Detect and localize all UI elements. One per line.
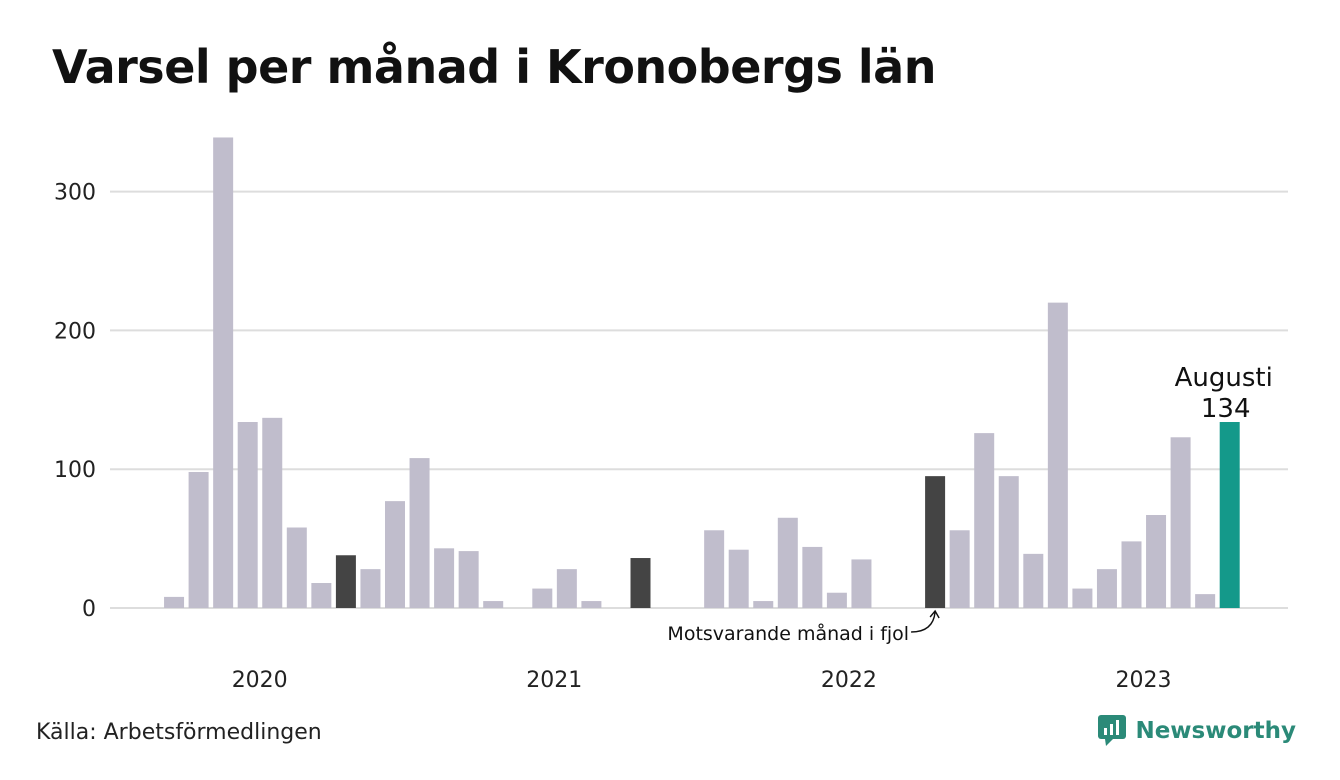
bar xyxy=(581,601,602,608)
y-tick-label: 0 xyxy=(82,597,96,622)
bar xyxy=(1146,515,1167,608)
bar xyxy=(385,501,405,608)
bar xyxy=(188,471,209,608)
bar xyxy=(409,458,430,608)
source-note: Källa: Arbetsförmedlingen xyxy=(36,720,322,745)
previous-year-annotation: Motsvarande månad i fjol xyxy=(667,622,909,645)
bar xyxy=(949,530,970,608)
bar-current-month xyxy=(1219,422,1240,608)
bar xyxy=(237,422,258,608)
bar xyxy=(974,433,995,608)
bar-previous-year xyxy=(630,558,651,608)
bar xyxy=(998,476,1019,608)
bar xyxy=(1096,569,1117,608)
y-tick-label: 200 xyxy=(54,319,96,344)
bar xyxy=(802,546,823,608)
bar xyxy=(826,592,847,608)
chart-title: Varsel per månad i Kronobergs län xyxy=(52,40,936,94)
bar xyxy=(1121,541,1142,608)
annotation-arrow-icon xyxy=(911,609,940,633)
bar xyxy=(434,548,455,608)
bar xyxy=(1023,553,1044,608)
bar xyxy=(704,530,725,608)
y-axis-tick-labels: 0 100 200 300 xyxy=(54,181,96,622)
bar xyxy=(728,549,749,608)
annotations: Motsvarande månad i fjol Augusti 134 xyxy=(667,363,1272,645)
bar xyxy=(1072,588,1093,608)
bar xyxy=(164,596,185,608)
bar-previous-year xyxy=(925,476,946,608)
bar xyxy=(1170,437,1191,608)
bar xyxy=(286,527,307,608)
gridlines xyxy=(110,190,1288,609)
bar xyxy=(311,583,332,608)
x-year-label: 2022 xyxy=(821,668,877,693)
brand-name: Newsworthy xyxy=(1135,718,1296,744)
brand-logo[interactable]: Newsworthy xyxy=(1097,714,1296,748)
bar xyxy=(1047,302,1068,608)
bar xyxy=(360,569,381,608)
bar xyxy=(458,551,479,608)
bar xyxy=(483,601,504,608)
bar xyxy=(262,417,283,608)
bar xyxy=(213,137,234,608)
bar xyxy=(556,569,577,608)
newsworthy-logo-icon xyxy=(1098,715,1127,746)
current-month-label: Augusti xyxy=(1175,363,1273,393)
bar xyxy=(1195,594,1216,608)
bar xyxy=(532,588,553,608)
x-axis-year-labels: 2020 2021 2022 2023 xyxy=(232,668,1172,693)
bar xyxy=(851,559,872,608)
y-tick-label: 300 xyxy=(54,181,96,206)
x-year-label: 2021 xyxy=(526,668,582,693)
x-year-label: 2023 xyxy=(1116,668,1172,693)
bar xyxy=(753,601,774,608)
bar xyxy=(777,517,798,608)
bar-chart: 0 100 200 300 2020 2021 2022 2023 Motsvarande … xyxy=(54,137,1288,693)
bars xyxy=(164,137,1240,608)
x-year-label: 2020 xyxy=(232,668,288,693)
y-tick-label: 100 xyxy=(54,458,96,483)
current-month-value: 134 xyxy=(1201,394,1251,424)
bar-previous-year xyxy=(335,555,356,608)
